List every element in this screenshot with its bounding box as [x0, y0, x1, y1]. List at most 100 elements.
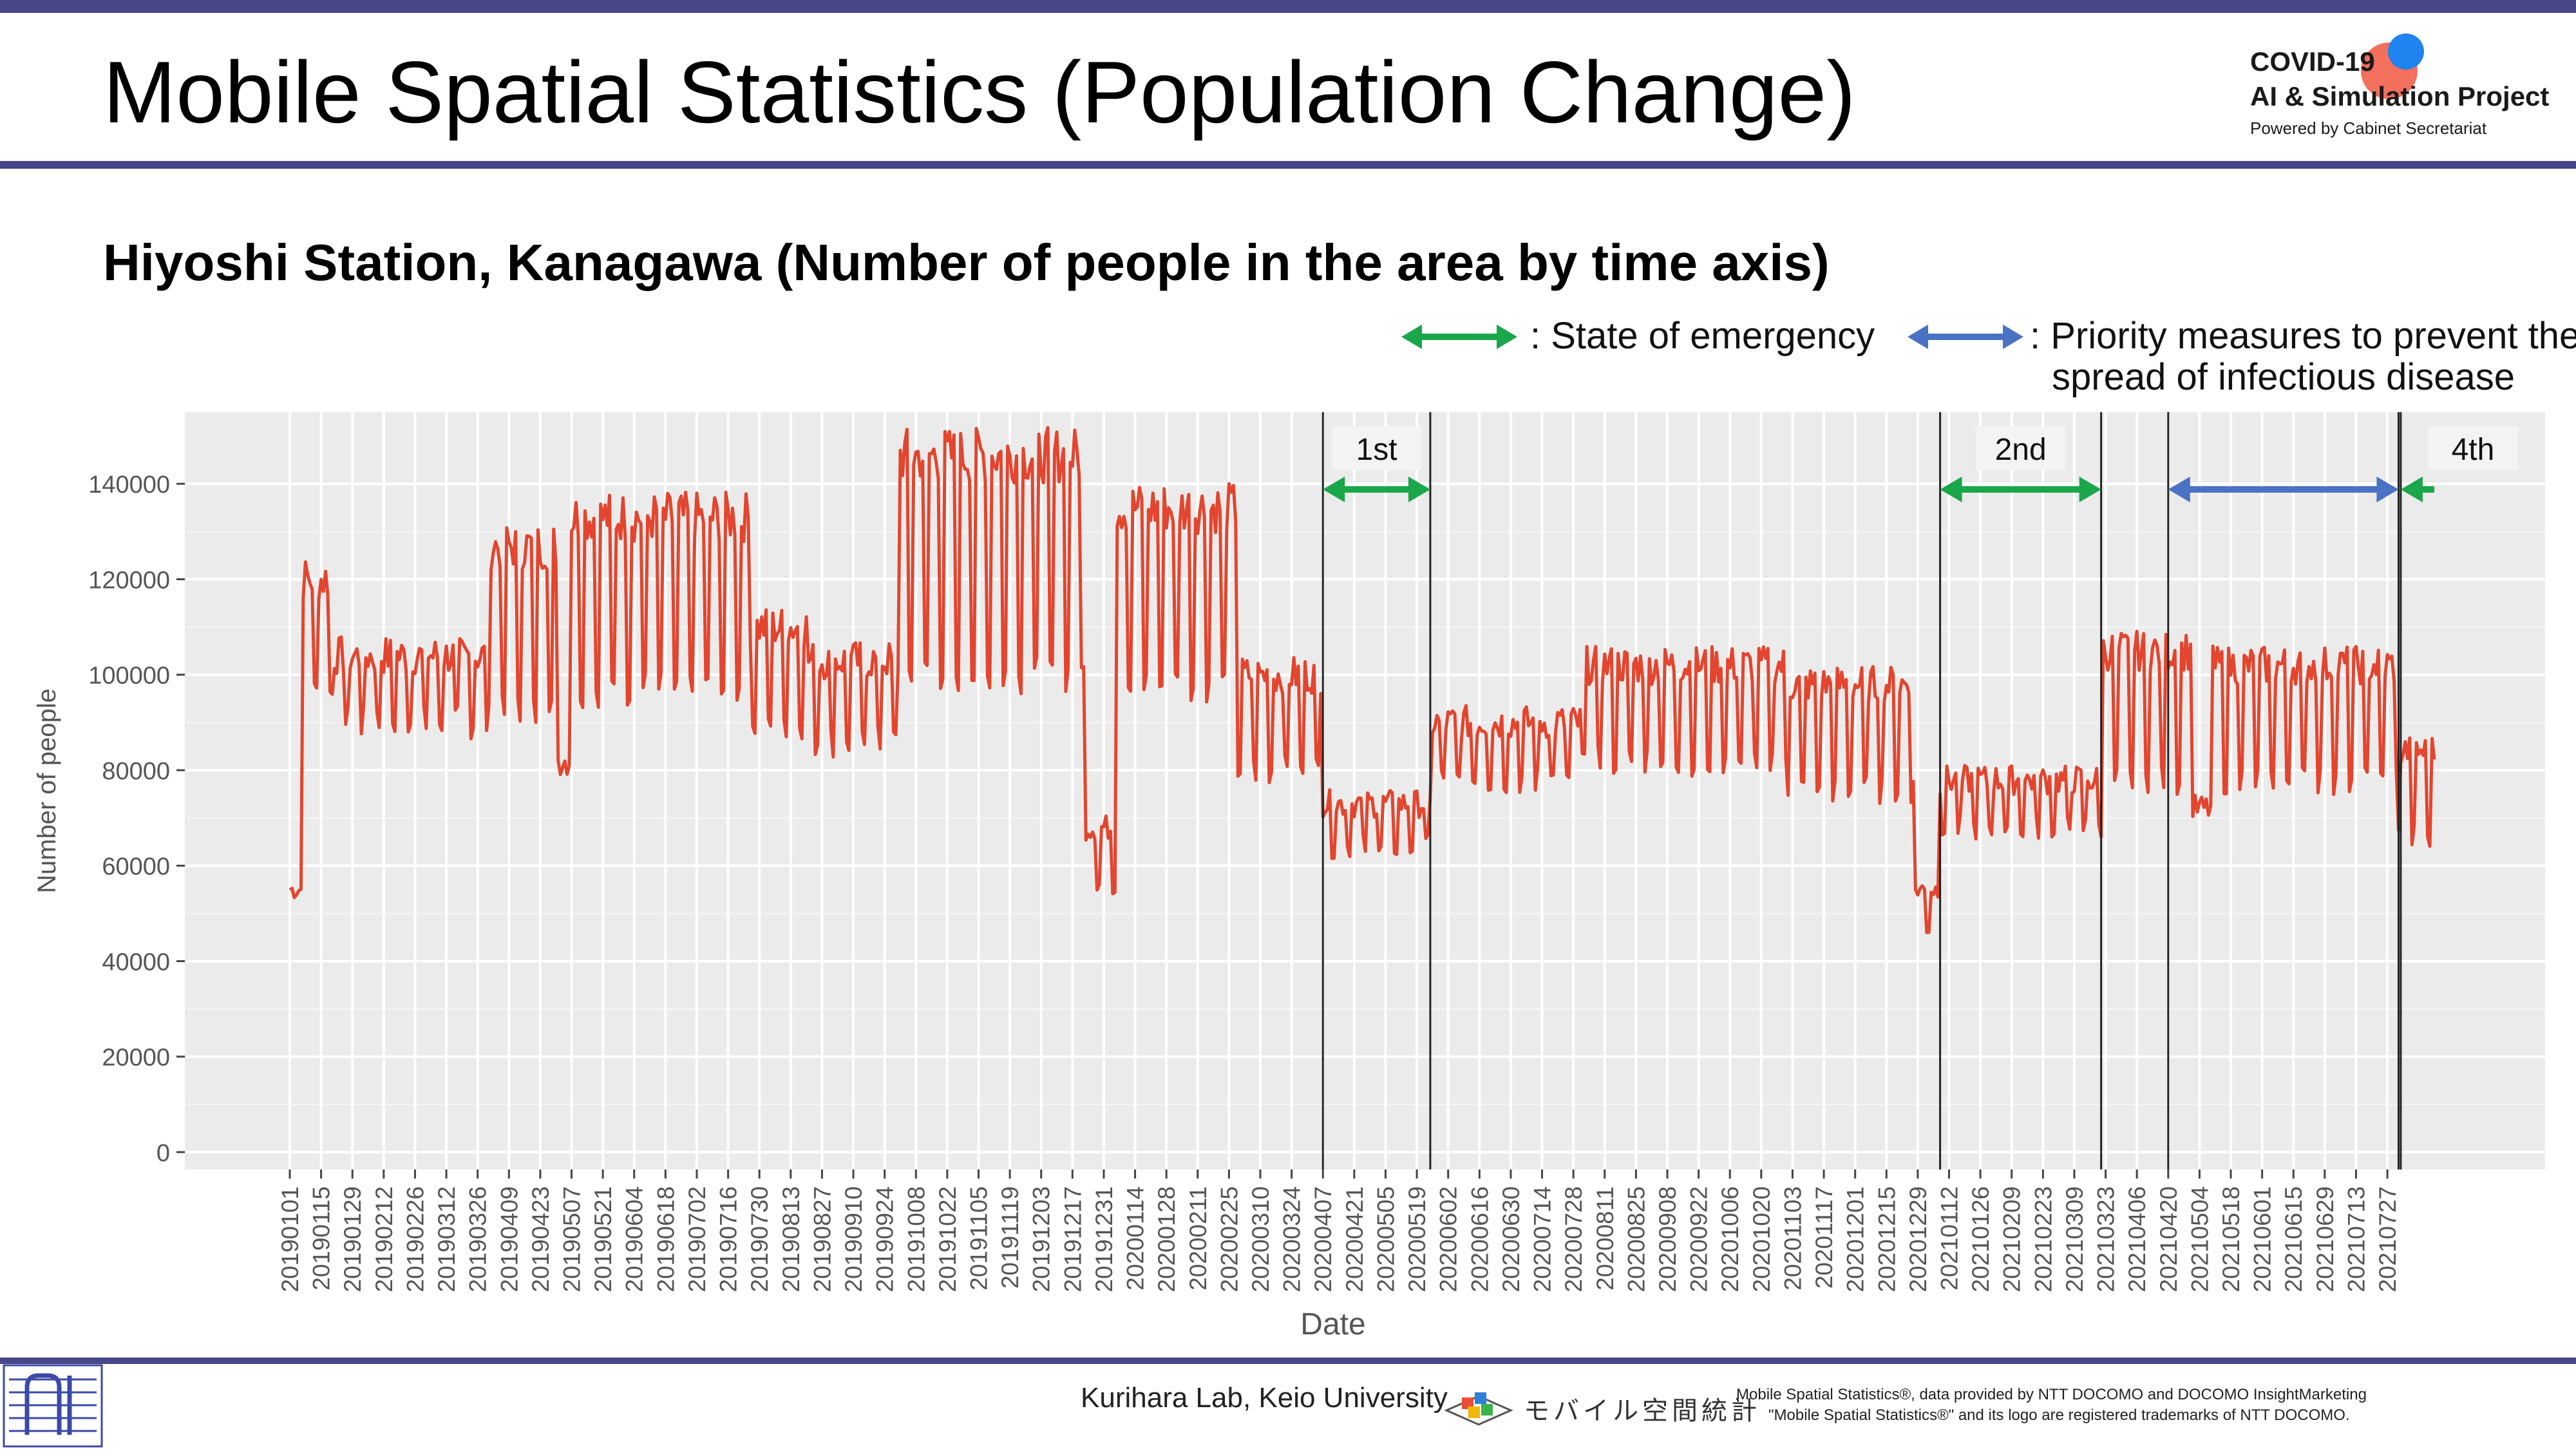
x-tick-label: 20190326	[465, 1186, 491, 1293]
y-tick-label: 60000	[102, 853, 170, 880]
x-tick-label: 20190226	[402, 1186, 428, 1293]
phase-label-box	[2427, 426, 2518, 470]
x-tick-label: 20191022	[934, 1186, 961, 1293]
x-tick-label: 20200505	[1372, 1186, 1399, 1293]
footer-trademark-note: "Mobile Spatial Statistics®" and its log…	[1768, 1406, 2350, 1424]
x-tick-label: 20190101	[277, 1186, 303, 1293]
x-tick-label: 20190827	[809, 1186, 835, 1293]
x-tick-label: 20190129	[339, 1186, 366, 1293]
x-tick-label: 20190604	[621, 1186, 648, 1293]
y-tick-label: 0	[156, 1140, 170, 1167]
x-tick-label: 20210223	[2030, 1186, 2056, 1293]
x-tick-label: 20200602	[1435, 1186, 1462, 1293]
x-tick-label: 20200630	[1498, 1186, 1524, 1293]
x-tick-label: 20200825	[1623, 1186, 1649, 1293]
x-tick-label: 20190521	[590, 1186, 616, 1293]
phase-label: 2nd	[1995, 433, 2047, 467]
x-tick-label: 20190924	[872, 1186, 898, 1293]
x-tick-label: 20210406	[2124, 1186, 2150, 1293]
y-axis-title: Number of people	[33, 688, 61, 893]
x-axis-title: Date	[1300, 1307, 1365, 1341]
x-tick-label: 20200114	[1122, 1186, 1149, 1291]
x-tick-label: 20200811	[1592, 1186, 1618, 1291]
x-tick-label: 20190813	[778, 1186, 804, 1293]
x-tick-label: 20201215	[1873, 1186, 1900, 1293]
x-tick-label: 20210629	[2312, 1186, 2338, 1293]
docomo-cube-icon	[1444, 1392, 1513, 1426]
x-tick-label: 20200128	[1153, 1186, 1180, 1293]
x-tick-label: 20210713	[2343, 1186, 2369, 1293]
y-tick-label: 40000	[102, 949, 170, 976]
x-tick-label: 20190423	[527, 1186, 554, 1293]
covid-project-logo: COVID-19 AI & Simulation Project Powered…	[2250, 33, 2559, 156]
x-tick-label: 20191203	[1028, 1186, 1055, 1293]
x-tick-label: 20191231	[1091, 1186, 1117, 1293]
x-tick-label: 20191008	[903, 1186, 929, 1293]
x-tick-label: 20200211	[1185, 1186, 1211, 1291]
legend-emergency-arrow-icon	[1401, 325, 1517, 349]
x-tick-label: 20190730	[746, 1186, 773, 1293]
x-tick-label: 20210504	[2186, 1186, 2213, 1293]
x-tick-label: 20190910	[840, 1186, 867, 1293]
x-tick-label: 20190115	[308, 1186, 335, 1291]
x-tick-label: 20201229	[1905, 1186, 1931, 1293]
phase-arrow-head	[2079, 477, 2101, 502]
legend-priority-label-line1: : Priority measures to prevent the	[2030, 315, 2576, 357]
x-tick-label: 20200421	[1341, 1186, 1368, 1293]
footer-lab-name: Kurihara Lab, Keio University	[1081, 1382, 1448, 1414]
x-tick-label: 20210209	[1999, 1186, 2025, 1293]
population-series-line	[289, 426, 2436, 934]
footer-data-credit: Mobile Spatial Statistics®, data provide…	[1736, 1386, 2367, 1403]
x-tick-label: 20200324	[1279, 1186, 1305, 1293]
y-tick-label: 80000	[102, 758, 170, 785]
x-tick-label: 20210420	[2155, 1186, 2182, 1293]
x-tick-label: 20200616	[1466, 1186, 1493, 1293]
top-rule	[0, 0, 2576, 13]
y-tick-label: 140000	[88, 471, 170, 498]
x-tick-label: 20210615	[2280, 1186, 2307, 1293]
phase-arrow-head	[2376, 477, 2399, 502]
x-tick-label: 20210518	[2218, 1186, 2244, 1293]
x-tick-label: 20201117	[1811, 1186, 1837, 1289]
footer-rule	[0, 1358, 2576, 1364]
population-line-chart: 0 20000 40000 60000 80000 100000 120000 140000 2…	[33, 412, 2545, 1341]
lab-logo-icon	[3, 1364, 103, 1448]
title-rule	[0, 161, 2576, 169]
x-tick-label: 20190507	[559, 1186, 585, 1293]
logo-line1: COVID-19	[2250, 46, 2375, 77]
x-tick-label: 20210126	[1967, 1186, 1994, 1293]
phase-arrow-head	[1940, 477, 1962, 502]
x-tick-label: 20210323	[2093, 1186, 2119, 1293]
x-tick-label: 20201201	[1842, 1186, 1869, 1293]
x-tick-label: 20210309	[2061, 1186, 2088, 1293]
page-title: Mobile Spatial Statistics (Population Ch…	[103, 43, 1856, 141]
x-tick-label: 20190212	[371, 1186, 397, 1293]
phase-label-box	[1975, 426, 2066, 470]
x-tick-label: 20190409	[496, 1186, 522, 1293]
phase-label-box	[1331, 426, 1422, 470]
y-tick-label: 20000	[102, 1045, 170, 1072]
phase-arrow-head	[1323, 477, 1345, 502]
x-tick-label: 20201103	[1779, 1186, 1806, 1291]
phase-arrow-head	[2400, 477, 2423, 502]
x-tick-label: 20200407	[1310, 1186, 1336, 1293]
x-tick-label: 20200225	[1216, 1186, 1242, 1293]
docomo-logo-text: モバイル空間統計	[1524, 1397, 1761, 1425]
x-tick-label: 20200310	[1247, 1186, 1274, 1293]
chart-subtitle: Hiyoshi Station, Kanagawa (Number of peo…	[103, 234, 1830, 291]
x-tick-label: 20210112	[1936, 1186, 1962, 1291]
x-tick-label: 20200728	[1560, 1186, 1587, 1293]
x-tick-label: 20201006	[1717, 1186, 1743, 1293]
x-tick-label: 20210727	[2374, 1186, 2401, 1293]
x-tick-label: 20190702	[684, 1186, 710, 1293]
phase-arrow-head	[2168, 477, 2190, 502]
x-tick-label: 20200922	[1686, 1186, 1712, 1293]
x-tick-label: 20190312	[433, 1186, 460, 1293]
legend-priority-label-line2: spread of infectious disease	[2052, 356, 2515, 398]
x-tick-label: 20201020	[1748, 1186, 1775, 1293]
x-tick-label: 20190716	[715, 1186, 742, 1293]
logo-line2: AI & Simulation Project	[2250, 81, 2550, 111]
x-tick-label: 20191105	[965, 1186, 992, 1291]
docomo-logo: モバイル空間統計	[1440, 1378, 1757, 1430]
legend-priority-arrow-icon	[1908, 325, 2023, 349]
